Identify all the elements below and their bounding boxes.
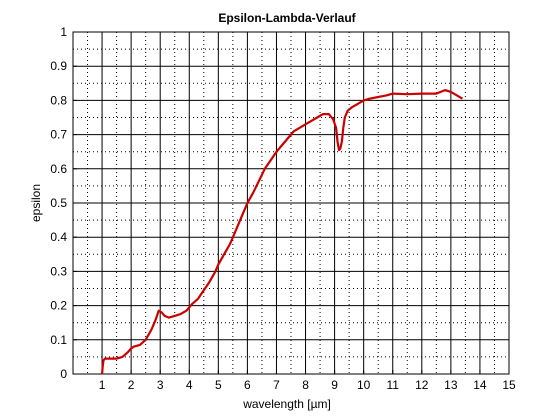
y-tick-label: 0.4 [50, 230, 67, 244]
x-tick-label: 4 [186, 378, 193, 392]
y-tick-label: 0.5 [50, 196, 67, 210]
x-tick-label: 9 [331, 378, 338, 392]
x-tick-label: 2 [128, 378, 135, 392]
y-tick-label: 0.8 [50, 93, 67, 107]
x-tick-label: 6 [244, 378, 251, 392]
chart-title: Epsilon-Lambda-Verlauf [218, 11, 356, 25]
x-tick-label: 13 [444, 378, 458, 392]
series-line [101, 89, 464, 375]
x-tick-label: 14 [473, 378, 487, 392]
y-tick-label: 0.7 [50, 128, 67, 142]
y-tick-label: 0.9 [50, 59, 67, 73]
x-axis: 1 2 3 4 5 6 7 8 9 10 11 12 13 14 15 [99, 370, 516, 392]
x-tick-label: 12 [415, 378, 429, 392]
y-tick-label: 0.6 [50, 162, 67, 176]
x-tick-label: 10 [357, 378, 371, 392]
y-tick-label: 0 [60, 367, 67, 381]
x-tick-label: 8 [302, 378, 309, 392]
y-tick-label: 0.3 [50, 264, 67, 278]
y-axis: 0 0.1 0.2 0.3 0.4 0.5 0.6 0.7 0.8 0.9 1 [50, 25, 77, 381]
x-tick-label: 11 [386, 378, 399, 392]
y-tick-label: 0.2 [50, 299, 67, 313]
x-tick-label: 15 [502, 378, 516, 392]
x-tick-label: 1 [99, 378, 106, 392]
x-tick-label: 3 [157, 378, 164, 392]
x-tick-label: 7 [273, 378, 280, 392]
y-tick-label: 0.1 [50, 333, 67, 347]
x-tick-label: 5 [215, 378, 222, 392]
minor-grid [73, 32, 509, 374]
y-tick-label: 1 [60, 25, 67, 39]
y-axis-title: epsilon [29, 184, 43, 222]
major-grid [73, 32, 509, 374]
x-axis-title: wavelength [µm] [242, 397, 331, 411]
